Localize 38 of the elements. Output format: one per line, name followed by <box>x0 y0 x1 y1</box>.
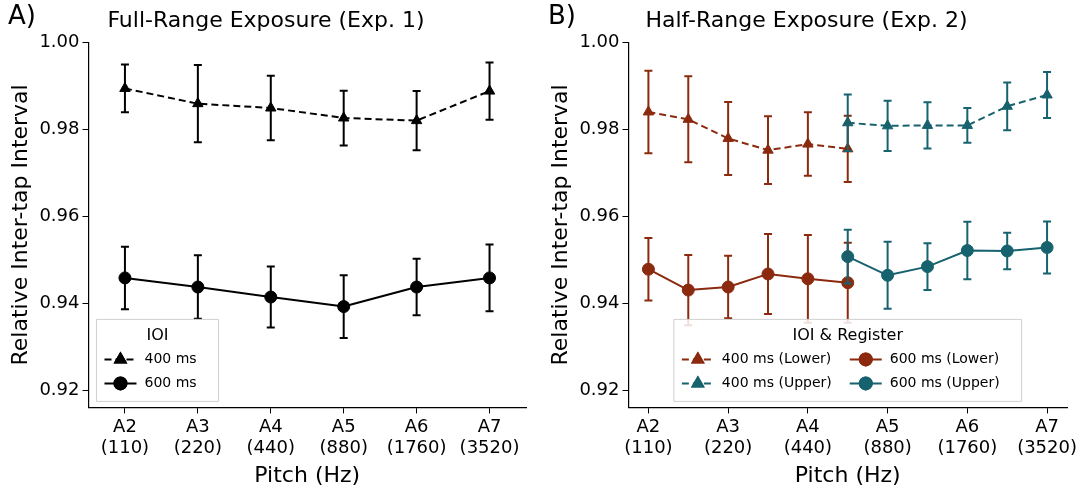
legend-label: 400 ms (Lower) <box>721 350 832 367</box>
x-tick-label: A7 (3520) <box>1017 414 1077 458</box>
x-axis-title: Pitch (Hz) <box>794 461 901 487</box>
x-tick-label: A3 (220) <box>173 414 223 458</box>
x-tick-label: A7 (3520) <box>459 414 520 458</box>
x-tick-label: A2 (110) <box>624 414 673 458</box>
x-tick-label: A4 (440) <box>246 414 295 458</box>
y-tick-label: 0.94 <box>39 290 80 312</box>
legend-label: 400 ms (Upper) <box>721 374 832 391</box>
legend-title: IOI & Register <box>792 324 904 344</box>
y-tick-label: 1.00 <box>39 30 80 52</box>
y-tick-label: 0.92 <box>39 377 80 399</box>
y-tick-label: 0.98 <box>39 116 80 138</box>
y-tick-label: 0.96 <box>579 203 620 225</box>
x-tick-label: A2 (110) <box>100 414 150 458</box>
x-tick-label: A3 (220) <box>703 414 753 458</box>
y-tick-label: 0.96 <box>39 203 80 225</box>
x-tick-label: A6 (1760) <box>386 414 447 458</box>
legend-title: IOI <box>146 324 169 344</box>
text: A) <box>8 0 36 30</box>
x-tick-label: A5 (880) <box>863 414 912 458</box>
legend-label: 600 ms <box>144 374 197 391</box>
legend-label: 600 ms (Upper) <box>889 374 1000 391</box>
y-axis-title: Relative Inter-tap Interval <box>6 84 32 366</box>
y-tick-label: 0.94 <box>579 290 620 312</box>
text: B) <box>548 0 576 30</box>
chart-title: Full-Range Exposure (Exp. 1) <box>107 6 425 32</box>
y-axis-title: Relative Inter-tap Interval <box>546 84 572 366</box>
x-tick-label: A4 (440) <box>783 414 833 458</box>
chart-title: Half-Range Exposure (Exp. 2) <box>645 6 968 32</box>
y-tick-label: 0.98 <box>579 116 620 138</box>
x-tick-label: A5 (880) <box>319 414 368 458</box>
x-tick-label: A6 (1760) <box>937 414 998 458</box>
legend-label: 600 ms (Lower) <box>889 350 1000 367</box>
x-axis-title: Pitch (Hz) <box>254 461 361 487</box>
legend-label: 400 ms <box>144 350 197 367</box>
y-tick-label: 1.00 <box>579 30 620 52</box>
y-tick-label: 0.92 <box>579 377 620 399</box>
